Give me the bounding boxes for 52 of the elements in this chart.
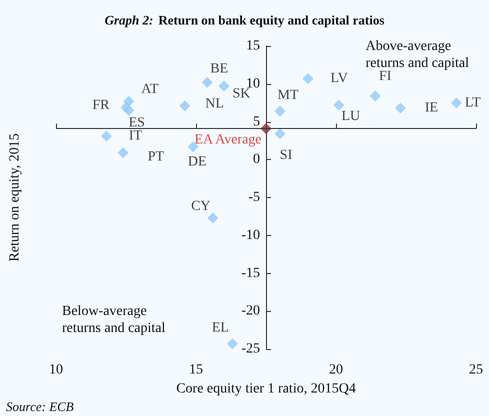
- point: [100, 130, 112, 142]
- point: [218, 80, 230, 92]
- data-label: IE: [424, 100, 438, 116]
- point: [274, 106, 286, 117]
- series-label: EA Average: [194, 132, 262, 148]
- data-label: LU: [341, 109, 360, 124]
- annotation: Above-average returns and capital: [366, 39, 470, 71]
- data-label: DE: [188, 154, 207, 170]
- y-tick-label: -25: [241, 342, 260, 356]
- data-label: SI: [280, 148, 293, 163]
- source-note: Source: ECB: [6, 399, 74, 414]
- data-label: MT: [278, 88, 299, 104]
- point: [394, 102, 406, 114]
- y-tick-label: -10: [241, 228, 260, 243]
- point: [450, 97, 462, 108]
- data-label: LT: [464, 95, 482, 110]
- data-label: NL: [205, 96, 224, 112]
- point: [118, 147, 129, 158]
- data-label: BE: [210, 61, 228, 76]
- point: [333, 100, 344, 111]
- point: [123, 104, 134, 116]
- data-label: ES: [128, 115, 145, 130]
- y-tick-label: 15: [246, 38, 260, 54]
- point: [202, 76, 213, 88]
- annotation: Below-average returns and capital: [62, 304, 166, 336]
- data-label: FI: [378, 68, 392, 84]
- data-label: PT: [148, 149, 164, 164]
- chart-title: Graph 2: Return on bank equity and capital ratios: [104, 12, 384, 28]
- point: [179, 100, 190, 112]
- x-tick-label: 15: [189, 362, 203, 378]
- data-label: IT: [128, 128, 143, 144]
- data-label: EL: [212, 320, 229, 336]
- point: [226, 338, 238, 350]
- point: [207, 212, 218, 224]
- data-label: CY: [191, 198, 211, 214]
- x-tick-label: 20: [329, 362, 343, 378]
- y-tick-label: 0: [253, 152, 260, 168]
- point: [370, 90, 381, 102]
- y-tick-label: 5: [253, 114, 260, 130]
- data-label: AT: [141, 82, 159, 97]
- data-label: FR: [92, 98, 110, 113]
- data-label: LV: [330, 71, 348, 86]
- data-label: SK: [232, 86, 250, 102]
- y-tick-label: -20: [241, 304, 260, 319]
- x-tick-label: 10: [49, 362, 63, 378]
- x-tick-label: 25: [469, 362, 483, 378]
- y-axis-title: Return on equity, 2015: [8, 133, 22, 262]
- y-tick-label: -15: [241, 266, 260, 281]
- point: [302, 73, 314, 84]
- x-axis-title: Core equity tier 1 ratio, 2015Q4: [176, 381, 356, 396]
- point: [274, 128, 286, 140]
- y-tick-label: -5: [248, 190, 260, 205]
